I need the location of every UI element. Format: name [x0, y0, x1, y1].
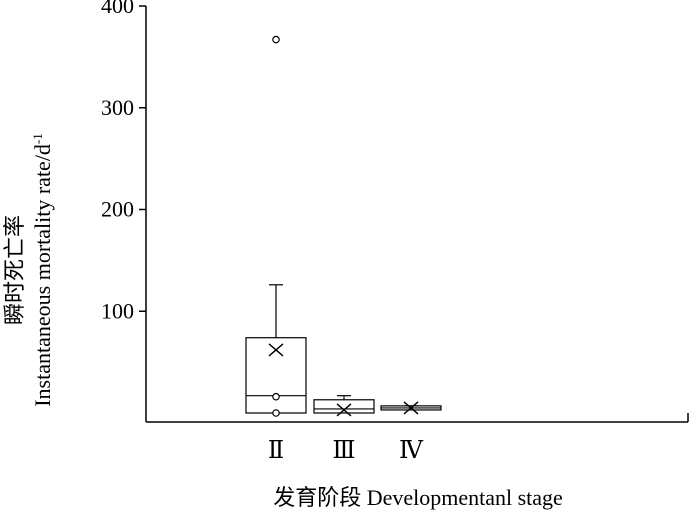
outlier-point: [272, 35, 280, 44]
x-category-label: Ⅱ: [268, 438, 284, 464]
y-axis-title-cn: 瞬时死亡率: [2, 215, 27, 325]
y-tick-label: 400: [101, 0, 134, 18]
y-tick-label: 100: [101, 298, 134, 323]
mean-marker: [336, 403, 352, 417]
outlier-point: [272, 409, 280, 417]
axes: [145, 6, 689, 423]
x-category-label: Ⅳ: [399, 438, 424, 464]
outlier-point: [272, 392, 280, 401]
box-body: [313, 399, 375, 414]
boxes: [245, 35, 442, 417]
box-3: [380, 401, 442, 415]
y-tick-label: 300: [101, 95, 134, 120]
box-1: [245, 35, 307, 417]
y-axis-title: 瞬时死亡率 Instantaneous mortality rate/d-1: [2, 133, 55, 407]
x-axis-category-labels: Ⅱ Ⅲ Ⅳ: [268, 438, 424, 464]
y-axis-title-en-text: Instantaneous mortality rate/d: [30, 144, 55, 407]
y-axis-ticks: 100 200 300 400: [101, 0, 146, 323]
y-axis-title-sup: -1: [30, 133, 45, 144]
mean-marker: [268, 343, 284, 357]
y-axis-title-en: Instantaneous mortality rate/d-1: [30, 133, 55, 407]
x-category-label: Ⅲ: [332, 438, 355, 464]
box-2: [313, 395, 375, 417]
y-tick-label: 200: [101, 197, 134, 222]
x-axis-title: 发育阶段 Developmentanl stage: [273, 485, 563, 510]
mean-marker: [403, 401, 419, 415]
